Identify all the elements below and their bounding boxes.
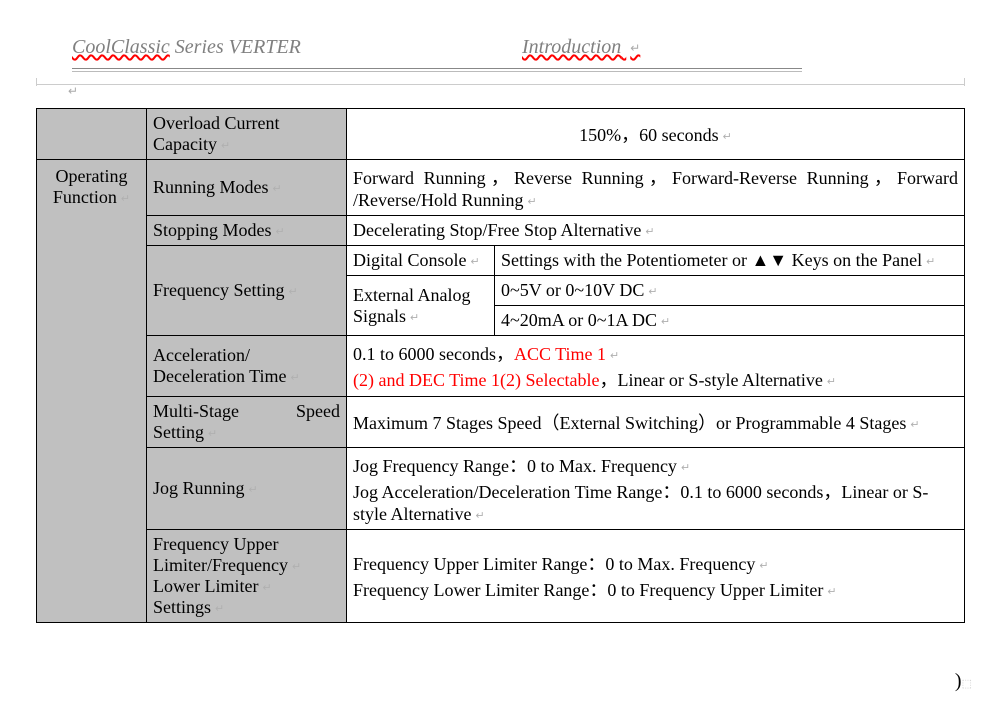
row-label: Stopping Modes↵	[147, 216, 347, 246]
row-label: Running Modes↵	[147, 160, 347, 216]
table-row: Frequency Upper Limiter/Frequency↵ Lower…	[37, 530, 965, 623]
table-row: Multi-Stage Speed Setting↵ Maximum 7 Sta…	[37, 397, 965, 448]
intro-text: Introduction ↵	[522, 36, 640, 59]
subrow-key: External Analog Signals↵	[347, 276, 495, 336]
brand-text: CoolClassic	[72, 36, 170, 58]
table-row: Overload Current Capacity↵ 150%，60 secon…	[37, 109, 965, 160]
header-rule-1	[72, 68, 802, 69]
subrow-value: 4~20mA or 0~1A DC↵	[495, 306, 965, 336]
frame-hook: ↵	[68, 84, 78, 99]
row-label: Jog Running↵	[147, 448, 347, 530]
frame-tick-l	[36, 78, 37, 86]
table-row: Operating Function↵ Running Modes↵ Forwa…	[37, 160, 965, 216]
row-value: 150%，60 seconds↵	[347, 109, 965, 160]
section-spacer	[37, 109, 147, 160]
table-row: Acceleration/ Deceleration Time↵ 0.1 to …	[37, 336, 965, 397]
subrow-value: 0~5V or 0~10V DC↵	[495, 276, 965, 306]
row-label: Frequency Setting↵	[147, 246, 347, 336]
row-label: Frequency Upper Limiter/Frequency↵ Lower…	[147, 530, 347, 623]
header-rule-2	[72, 71, 802, 72]
row-value: 0.1 to 6000 seconds，ACC Time 1↵ (2) and …	[347, 336, 965, 397]
frame-top	[36, 84, 964, 85]
doc-header: CoolClassic Series VERTER Introduction ↵	[72, 36, 960, 66]
row-value: Forward Running，Reverse Running，Forward-…	[347, 160, 965, 216]
row-value: Frequency Upper Limiter Range：0 to Max. …	[347, 530, 965, 623]
row-label: Overload Current Capacity↵	[147, 109, 347, 160]
row-label: Multi-Stage Speed Setting↵	[147, 397, 347, 448]
table-row: Frequency Setting↵ Digital Console↵ Sett…	[37, 246, 965, 276]
row-value: Maximum 7 Stages Speed（External Switchin…	[347, 397, 965, 448]
close-paren: )⬚	[955, 670, 972, 693]
row-value: Jog Frequency Range：0 to Max. Frequency↵…	[347, 448, 965, 530]
subrow-value: Settings with the Potentiometer or ▲▼ Ke…	[495, 246, 965, 276]
row-label: Acceleration/ Deceleration Time↵	[147, 336, 347, 397]
table-row: Jog Running↵ Jog Frequency Range：0 to Ma…	[37, 448, 965, 530]
row-value: Decelerating Stop/Free Stop Alternative↵	[347, 216, 965, 246]
series-text: Series VERTER	[170, 36, 301, 58]
section-label: Operating Function↵	[37, 160, 147, 623]
table-row: Stopping Modes↵ Decelerating Stop/Free S…	[37, 216, 965, 246]
spec-table: Overload Current Capacity↵ 150%，60 secon…	[36, 108, 965, 623]
frame-tick-r	[964, 78, 965, 86]
subrow-key: Digital Console↵	[347, 246, 495, 276]
